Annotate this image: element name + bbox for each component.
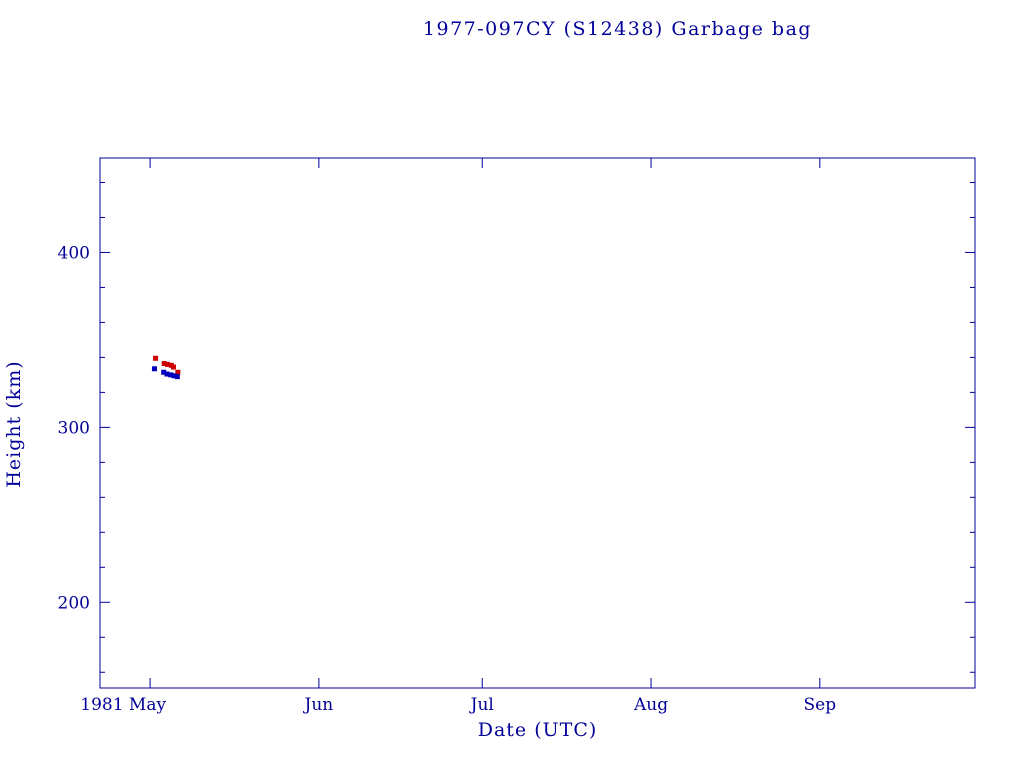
plot-frame: [99, 157, 976, 689]
x-axis-label: Date (UTC): [477, 719, 598, 741]
data-point-red-points: [175, 369, 181, 375]
x-tick-label: Jul: [469, 695, 494, 715]
data-point-blue-points: [164, 371, 170, 377]
x-tick-label: 1981 May: [80, 695, 166, 715]
y-tick-label: 400: [58, 243, 90, 263]
data-point-red-points: [153, 355, 159, 361]
y-tick-label: 200: [58, 593, 90, 613]
data-point-blue-points: [151, 366, 157, 372]
data-point-blue-points: [168, 372, 174, 378]
x-tick-label: Jun: [303, 695, 334, 715]
data-point-red-points: [171, 364, 177, 370]
data-point-blue-points: [161, 369, 167, 375]
data-point-red-points: [165, 361, 171, 367]
data-point-red-points: [161, 361, 167, 367]
x-tick-label: Sep: [804, 695, 837, 715]
y-tick-label: 300: [58, 418, 90, 438]
data-point-blue-points: [174, 374, 180, 380]
y-axis-label: Height (km): [3, 360, 25, 488]
x-tick-label: Aug: [633, 695, 668, 715]
data-point-blue-points: [171, 373, 177, 379]
chart-title: 1977-097CY (S12438) Garbage bag: [422, 18, 813, 40]
